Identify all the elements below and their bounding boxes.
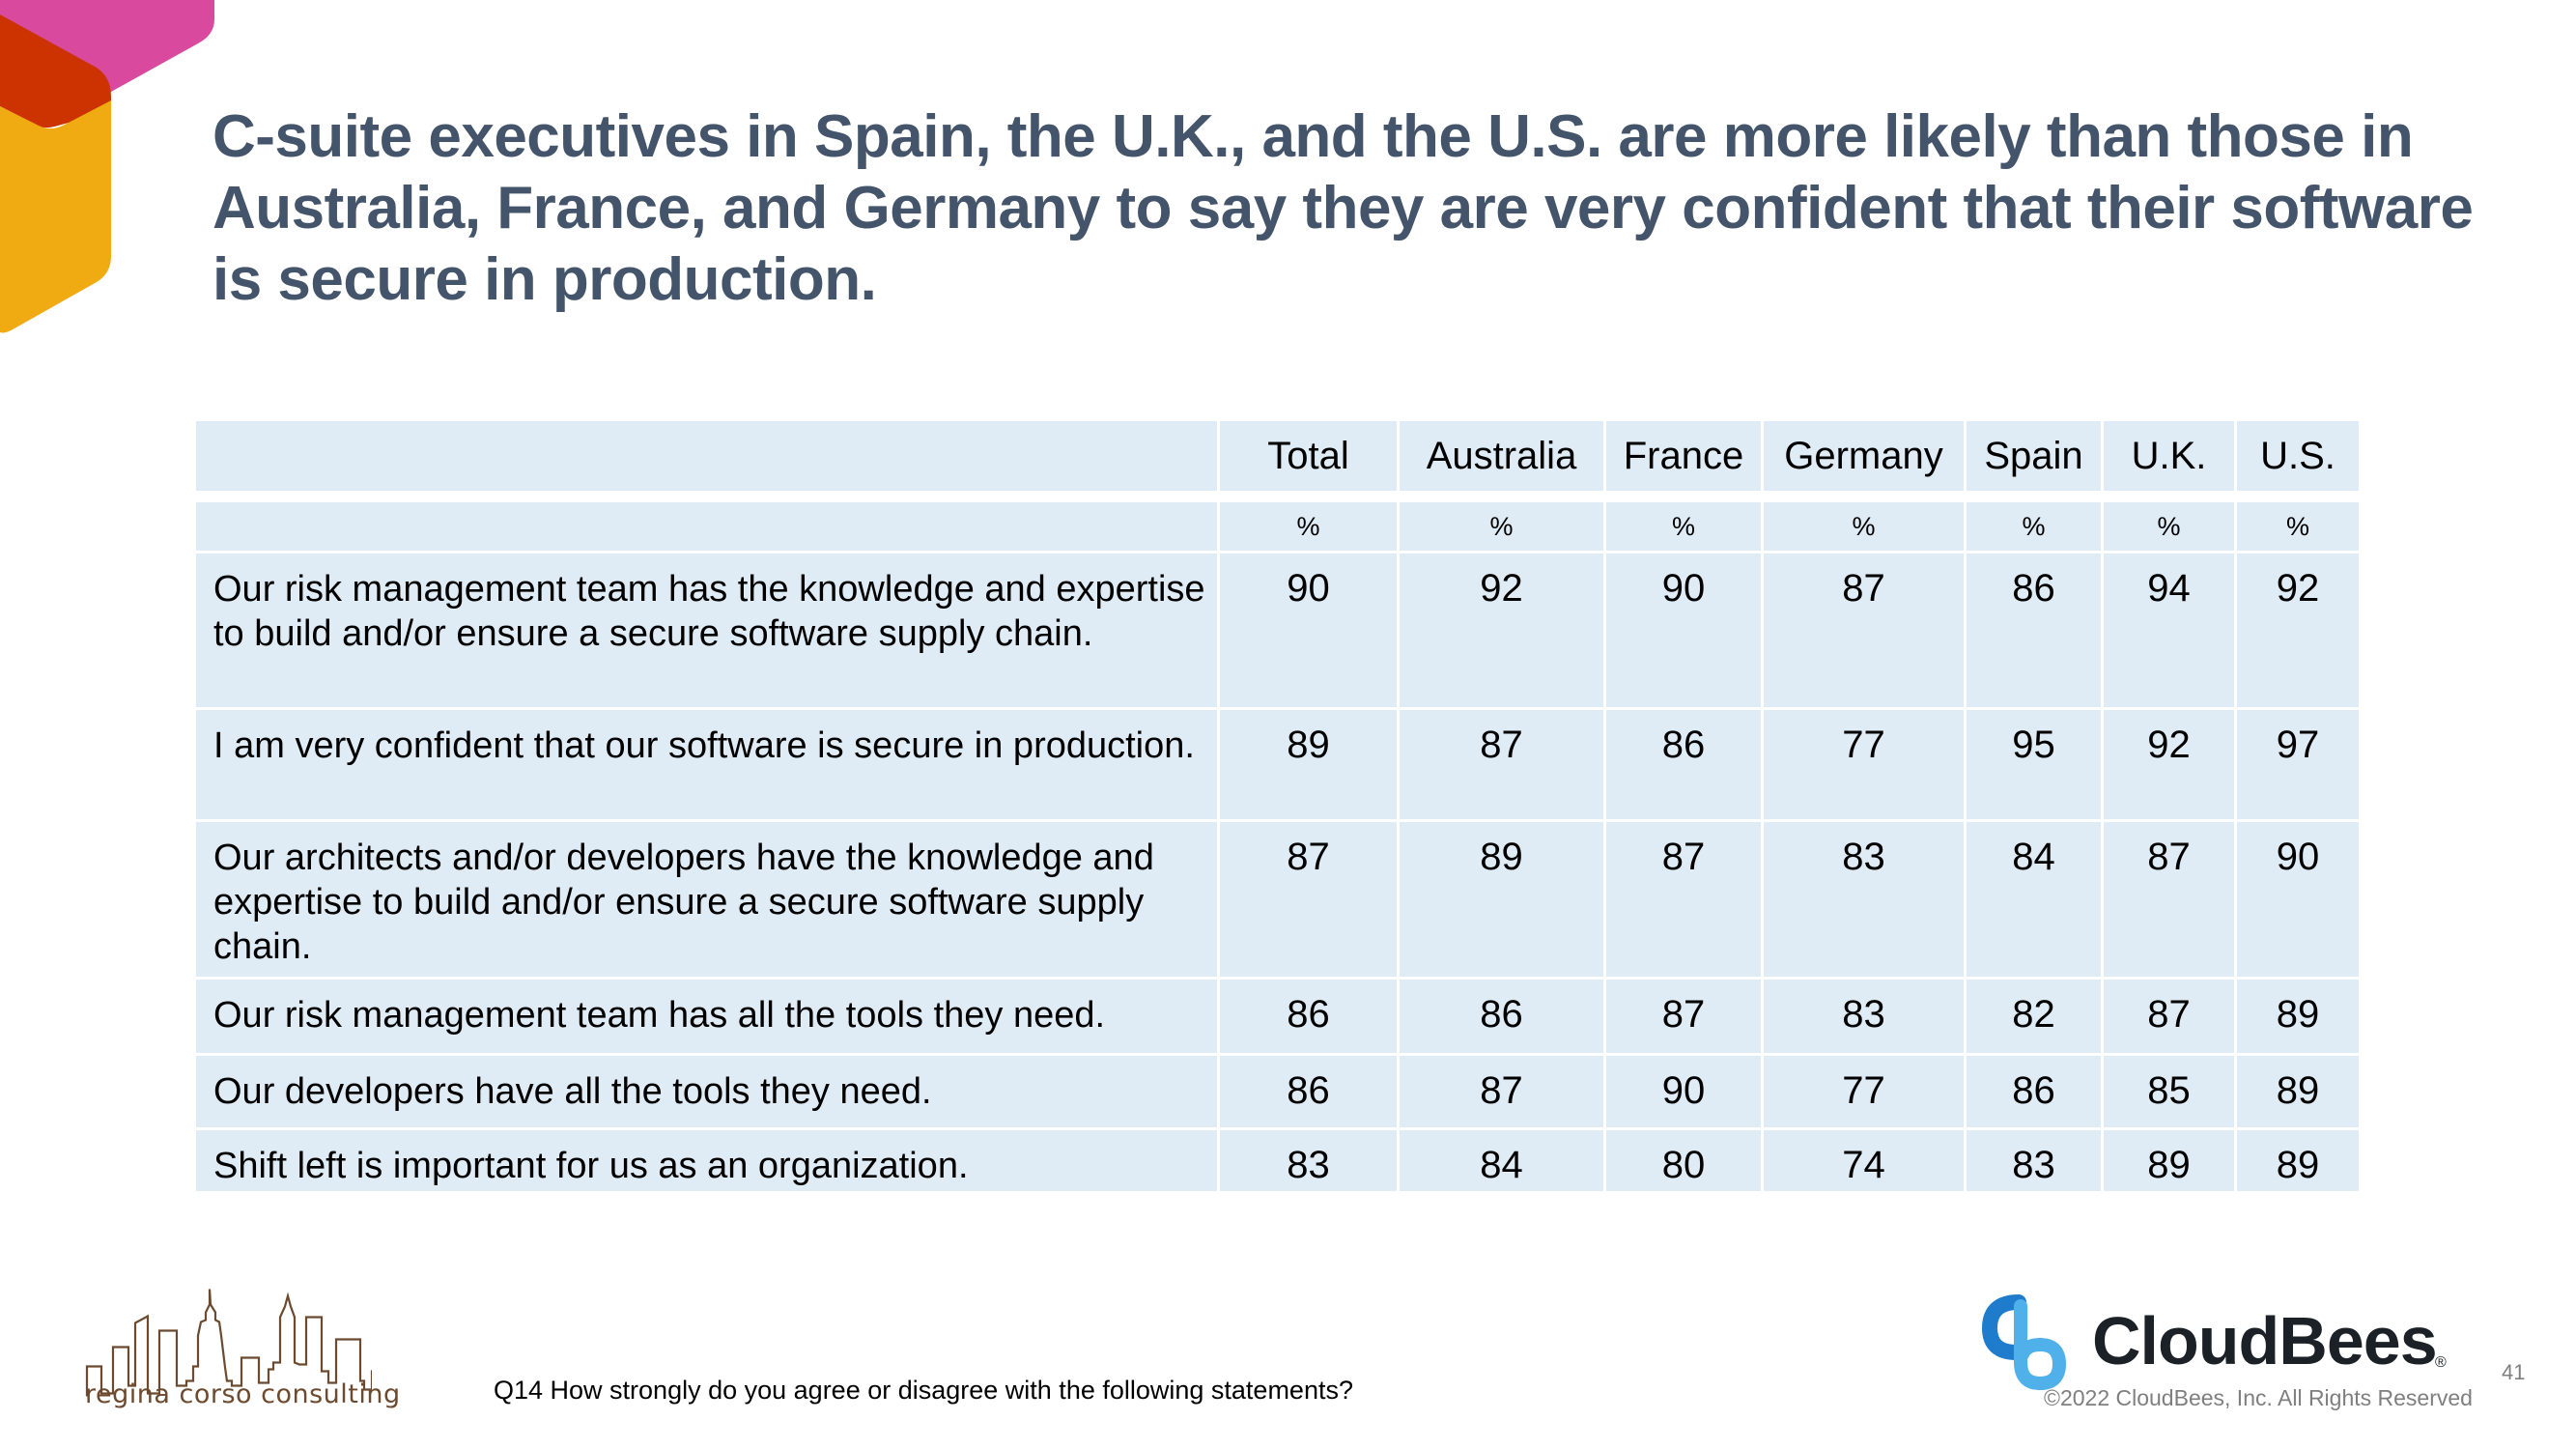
value-us: 89 (2237, 1056, 2359, 1127)
value-uk: 87 (2104, 822, 2234, 977)
unit-cell: % (2237, 502, 2359, 551)
column-header-us: U.S. (2237, 421, 2359, 491)
column-header-france: France (1606, 421, 1761, 491)
unit-cell: % (1764, 502, 1964, 551)
value-spain: 82 (1967, 980, 2101, 1053)
value-total: 90 (1220, 554, 1397, 707)
value-france: 87 (1606, 980, 1761, 1053)
table-header-row: Total Australia France Germany Spain U.K… (196, 421, 2359, 491)
statement-label: Our developers have all the tools they n… (196, 1056, 1217, 1127)
unit-cell: % (1967, 502, 2101, 551)
unit-empty-cell (196, 502, 1217, 551)
value-france: 90 (1606, 1056, 1761, 1127)
corner-brand-shape-icon (0, 0, 214, 333)
table-row: Our developers have all the tools they n… (196, 1056, 2359, 1127)
value-france: 87 (1606, 822, 1761, 977)
value-france: 86 (1606, 710, 1761, 819)
page-number: 41 (2502, 1360, 2526, 1384)
value-uk: 94 (2104, 554, 2234, 707)
slide-title: C-suite executives in Spain, the U.K., a… (212, 103, 2474, 313)
consulting-logo-text: regina corso consulting (85, 1379, 401, 1409)
unit-cell: % (1606, 502, 1761, 551)
survey-results-table: Total Australia France Germany Spain U.K… (193, 418, 2362, 1194)
statement-label: Our risk management team has all the too… (196, 980, 1217, 1053)
value-france: 80 (1606, 1130, 1761, 1191)
value-us: 89 (2237, 1130, 2359, 1191)
value-spain: 95 (1967, 710, 2101, 819)
registered-mark: ® (2435, 1354, 2447, 1371)
table-row: Shift left is important for us as an org… (196, 1130, 2359, 1191)
value-spain: 84 (1967, 822, 2101, 977)
column-header-germany: Germany (1764, 421, 1964, 491)
unit-cell: % (2104, 502, 2234, 551)
unit-row: % % % % % % % (196, 502, 2359, 551)
copyright-notice: ©2022 CloudBees, Inc. All Rights Reserve… (2044, 1385, 2473, 1410)
table-row: Our architects and/or developers have th… (196, 822, 2359, 977)
value-total: 86 (1220, 980, 1397, 1053)
value-germany: 83 (1764, 980, 1964, 1053)
value-germany: 83 (1764, 822, 1964, 977)
value-spain: 86 (1967, 1056, 2101, 1127)
column-header-uk: U.K. (2104, 421, 2234, 491)
value-spain: 86 (1967, 554, 2101, 707)
statement-label: Our risk management team has the knowled… (196, 554, 1217, 707)
value-uk: 87 (2104, 980, 2234, 1053)
value-total: 86 (1220, 1056, 1397, 1127)
cloudbees-logo-icon (1981, 1294, 2067, 1391)
unit-cell: % (1400, 502, 1603, 551)
header-spacer (196, 494, 2359, 499)
column-header-spain: Spain (1967, 421, 2101, 491)
table-row: I am very confident that our software is… (196, 710, 2359, 819)
table-row: Our risk management team has all the too… (196, 980, 2359, 1053)
value-france: 90 (1606, 554, 1761, 707)
column-header-australia: Australia (1400, 421, 1603, 491)
cloudbees-wordmark: CloudBees (2092, 1303, 2438, 1378)
table-row: Our risk management team has the knowled… (196, 554, 2359, 707)
value-australia: 87 (1400, 1056, 1603, 1127)
header-empty-cell (196, 421, 1217, 491)
value-germany: 77 (1764, 1056, 1964, 1127)
value-total: 83 (1220, 1130, 1397, 1191)
value-uk: 85 (2104, 1056, 2234, 1127)
value-us: 90 (2237, 822, 2359, 977)
value-us: 92 (2237, 554, 2359, 707)
survey-question-note: Q14 How strongly do you agree or disagre… (494, 1376, 1353, 1405)
value-germany: 87 (1764, 554, 1964, 707)
statement-label: Our architects and/or developers have th… (196, 822, 1217, 977)
value-australia: 89 (1400, 822, 1603, 977)
value-australia: 92 (1400, 554, 1603, 707)
value-germany: 77 (1764, 710, 1964, 819)
value-australia: 87 (1400, 710, 1603, 819)
column-header-total: Total (1220, 421, 1397, 491)
value-total: 89 (1220, 710, 1397, 819)
value-total: 87 (1220, 822, 1397, 977)
statement-label: Shift left is important for us as an org… (196, 1130, 1217, 1191)
value-spain: 83 (1967, 1130, 2101, 1191)
value-us: 97 (2237, 710, 2359, 819)
value-australia: 86 (1400, 980, 1603, 1053)
value-germany: 74 (1764, 1130, 1964, 1191)
value-australia: 84 (1400, 1130, 1603, 1191)
value-us: 89 (2237, 980, 2359, 1053)
value-uk: 92 (2104, 710, 2234, 819)
city-skyline-logo-icon (85, 1289, 372, 1397)
statement-label: I am very confident that our software is… (196, 710, 1217, 819)
value-uk: 89 (2104, 1130, 2234, 1191)
unit-cell: % (1220, 502, 1397, 551)
